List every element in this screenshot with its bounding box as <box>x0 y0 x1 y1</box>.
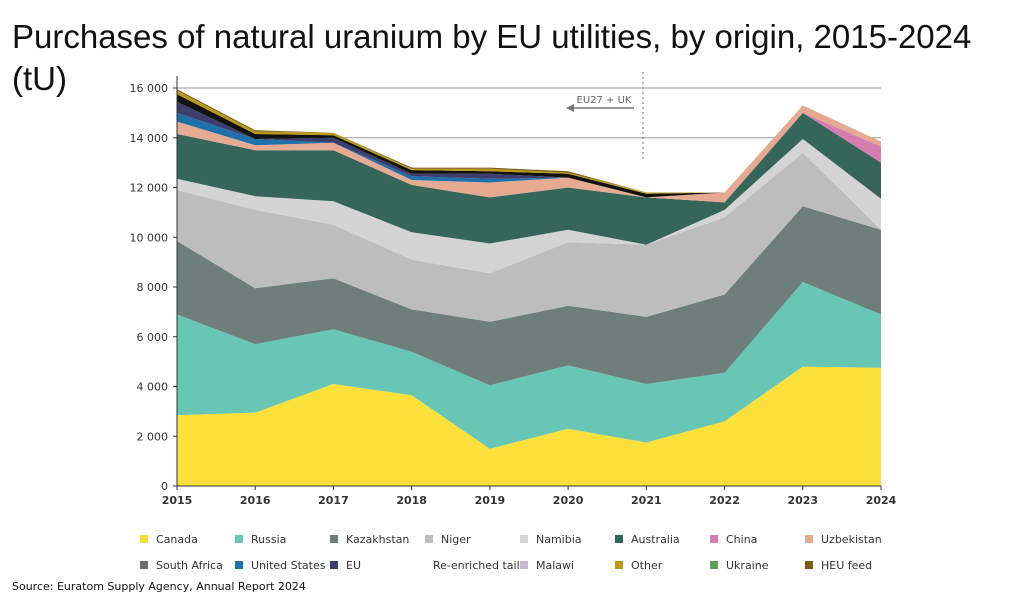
annotation-layer: EU27 + UK <box>566 72 644 160</box>
legend-item: Ukraine <box>710 559 805 572</box>
legend-item: China <box>710 533 805 546</box>
x-tick-label: 2018 <box>396 494 427 507</box>
y-tick-label: 4 000 <box>137 381 169 394</box>
legend-label: Malawi <box>536 558 575 572</box>
legend-label: Other <box>631 558 663 572</box>
y-tick-label: 12 000 <box>130 182 169 195</box>
legend-item: South Africa <box>140 559 235 572</box>
legend-item: Niger <box>425 533 520 546</box>
chart-legend: Canada Russia Kazakhstan Niger Namibia Austra… <box>140 526 1020 578</box>
legend-item: United States <box>235 559 330 572</box>
grid-layer <box>177 87 881 139</box>
y-tick-label: 16 000 <box>130 82 169 95</box>
legend-item: Kazakhstan <box>330 533 425 546</box>
y-tick-label: 2 000 <box>137 430 169 443</box>
x-tick-label: 2024 <box>866 494 897 507</box>
legend-item: EU <box>330 559 425 572</box>
legend-label: Re-enriched tails <box>433 558 526 572</box>
legend-swatch <box>520 535 528 543</box>
area-series-australia <box>177 112 881 245</box>
legend-label: China <box>726 532 758 546</box>
legend-item: Malawi <box>520 559 615 572</box>
annotation-arrow-head <box>566 104 574 112</box>
area-series-united-states <box>177 105 881 198</box>
y-tick-label: 14 000 <box>130 132 169 145</box>
area-series-niger <box>177 152 881 322</box>
x-tick-label: 2022 <box>709 494 740 507</box>
legend-label: Kazakhstan <box>346 532 410 546</box>
legend-swatch <box>710 535 718 543</box>
legend-swatch <box>520 561 528 569</box>
x-tick-label: 2017 <box>318 494 349 507</box>
legend-label: United States <box>251 558 326 572</box>
legend-swatch <box>330 535 338 543</box>
area-series-russia <box>177 282 881 449</box>
legend-item: Other <box>615 559 710 572</box>
legend-swatch <box>235 535 243 543</box>
legend-label: Uzbekistan <box>821 532 882 546</box>
x-tick-label: 2023 <box>787 494 818 507</box>
legend-label: Ukraine <box>726 558 769 572</box>
legend-swatch <box>805 535 813 543</box>
chart-title: Purchases of natural uranium by EU utili… <box>12 18 972 97</box>
axis-layer: 0 2 000 4 000 6 000 8 000 10 000 12 000 14 000 1… <box>130 76 897 507</box>
legend-item: Uzbekistan <box>805 533 900 546</box>
x-tick-label: 2015 <box>162 494 193 507</box>
legend-swatch <box>330 561 338 569</box>
legend-label: Niger <box>441 532 471 546</box>
legend-swatch <box>140 535 148 543</box>
y-tick-label: 8 000 <box>137 281 169 294</box>
legend-label: South Africa <box>156 558 223 572</box>
legend-label: Canada <box>156 532 198 546</box>
area-chart: 0 2 000 4 000 6 000 8 000 10 000 12 000 14 000 1… <box>130 72 897 507</box>
legend-swatch <box>710 561 718 569</box>
area-series-kazakhstan <box>177 206 881 386</box>
x-tick-label: 2019 <box>475 494 506 507</box>
legend-row: Canada Russia Kazakhstan Niger Namibia Austra… <box>140 526 1020 552</box>
y-tick-label: 10 000 <box>130 231 169 244</box>
legend-swatch <box>425 535 433 543</box>
x-tick-label: 2016 <box>240 494 271 507</box>
y-tick-label: 0 <box>161 480 168 493</box>
legend-item: HEU feed <box>805 559 900 572</box>
source-note: Source: Euratom Supply Agency, Annual Re… <box>12 580 306 593</box>
area-layer <box>177 89 881 486</box>
legend-item: Re-enriched tails <box>425 559 525 572</box>
area-series-uzbekistan <box>177 105 881 203</box>
legend-swatch <box>615 535 623 543</box>
legend-row: South Africa United States EU Re-enriched t… <box>140 552 1020 578</box>
legend-swatch <box>805 561 813 569</box>
legend-item: Russia <box>235 533 330 546</box>
legend-item: Namibia <box>520 533 615 546</box>
legend-item: Canada <box>140 533 235 546</box>
legend-swatch <box>235 561 243 569</box>
legend-swatch <box>615 561 623 569</box>
legend-label: Australia <box>631 532 680 546</box>
legend-label: Namibia <box>536 532 582 546</box>
x-tick-label: 2021 <box>631 494 662 507</box>
area-series-namibia <box>177 139 881 274</box>
x-tick-label: 2020 <box>553 494 584 507</box>
legend-item: Australia <box>615 533 710 546</box>
annotation-label: EU27 + UK <box>577 95 632 106</box>
area-series-canada <box>177 366 881 486</box>
y-tick-label: 6 000 <box>137 331 169 344</box>
legend-label: Russia <box>251 532 287 546</box>
legend-label: EU <box>346 558 362 572</box>
legend-label: HEU feed <box>821 558 873 572</box>
legend-swatch <box>140 561 148 569</box>
